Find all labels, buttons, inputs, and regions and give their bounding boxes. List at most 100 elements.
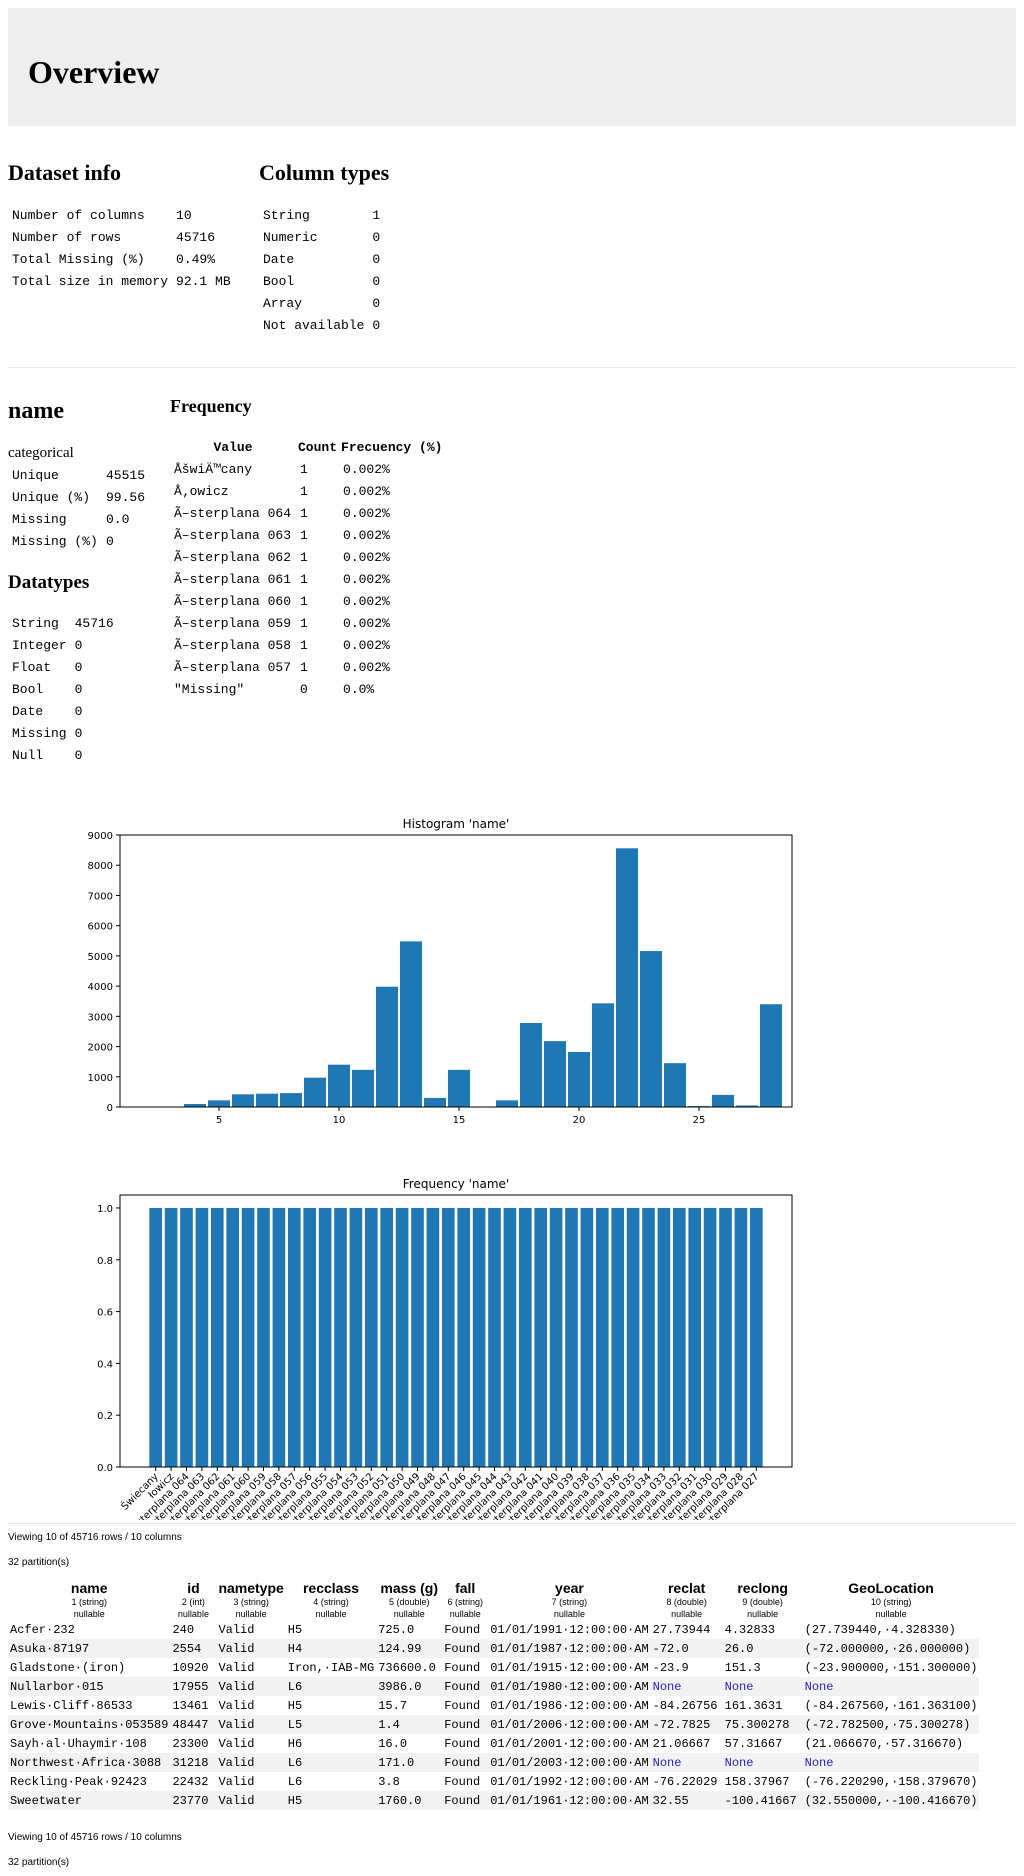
frequency-bar	[164, 1207, 178, 1467]
y-tick-label: 7000	[88, 891, 113, 902]
table-cell: 3.8	[378, 1774, 400, 1789]
table-cell: Valid	[218, 1736, 255, 1751]
histogram-bar	[447, 1069, 471, 1107]
column-header[interactable]: reclong 9 (double) nullable	[723, 1580, 803, 1620]
column-header[interactable]: recclass 4 (string) nullable	[286, 1580, 376, 1620]
table-cell: Found	[442, 1791, 489, 1810]
frequency-bar	[703, 1207, 717, 1467]
dataset-info-row: Total Missing (%) 0.49%	[12, 251, 216, 267]
table-cell: L6	[285, 1753, 377, 1772]
y-tick-label: 0.2	[97, 1411, 113, 1422]
y-tick-label: 0.0	[97, 1463, 113, 1474]
frequency-bar	[534, 1207, 548, 1467]
histogram-bar	[663, 1063, 687, 1107]
table-cell: Northwest·Africa·3088	[8, 1753, 171, 1772]
table-cell: H5	[287, 1698, 303, 1713]
table-cell: (-76.220290,·158.379670)	[804, 1774, 978, 1789]
table-cell: -76.22029	[652, 1774, 718, 1789]
column-name-title: name	[8, 398, 64, 424]
table-cell: 23770	[170, 1791, 217, 1810]
y-tick-label: 0	[107, 1103, 113, 1114]
table-cell: 01/01/2006·12:00:00·AM	[488, 1715, 651, 1734]
table-cell: 21.06667	[652, 1736, 711, 1751]
table-cell: Found	[442, 1715, 489, 1734]
column-header-nullable: nullable	[449, 1609, 481, 1619]
table-row: Sayh·al·Uhaymir·108 23300 Valid H6 16.0 Found…	[8, 1734, 979, 1753]
table-cell: Found	[444, 1774, 481, 1789]
frequency-bar	[395, 1207, 409, 1467]
x-tick-label: 25	[693, 1115, 706, 1126]
column-header-type: 6 (string)	[447, 1597, 483, 1607]
section-divider	[8, 367, 1016, 368]
column-header-nullable: nullable	[553, 1609, 585, 1619]
frequency-bar	[503, 1207, 517, 1467]
y-tick-label: 0.6	[97, 1308, 113, 1319]
frequency-bar	[672, 1207, 686, 1467]
table-cell: H4	[285, 1639, 377, 1658]
column-header-name: id	[187, 1580, 200, 1596]
frequency-bar	[719, 1207, 732, 1467]
plot-frame	[119, 1194, 793, 1468]
table-cell: Reckling·Peak·92423	[10, 1774, 147, 1789]
table-cell: Acfer·232	[10, 1622, 75, 1637]
datatypes-row: Integer 0	[12, 637, 83, 653]
table-cell: 75.300278	[722, 1715, 803, 1734]
column-header[interactable]: nametype 3 (string) nullable	[216, 1580, 285, 1620]
table-cell: 124.99	[376, 1639, 443, 1658]
table-cell: 32.55	[650, 1791, 723, 1810]
table-cell: Found	[444, 1698, 481, 1713]
dataset-info-row: Total size in memory 92.1 MB	[12, 273, 231, 289]
x-tick-label: 10	[333, 1115, 346, 1126]
histogram-bar	[567, 1051, 591, 1107]
table-cell: 3986.0	[376, 1677, 443, 1696]
column-header[interactable]: reclat 8 (double) nullable	[651, 1580, 723, 1620]
table-cell: Valid	[216, 1791, 286, 1810]
column-header[interactable]: id 2 (int) nullable	[170, 1580, 216, 1620]
data-table-header: name 1 (string) nullable id 2 (int) nullable n…	[8, 1580, 979, 1620]
table-cell: 4.32833	[724, 1622, 776, 1637]
table-cell: None	[722, 1677, 803, 1696]
column-types-row: String 1	[263, 207, 381, 223]
column-header[interactable]: name 1 (string) nullable	[8, 1580, 170, 1620]
table-cell: -84.26756	[652, 1698, 718, 1713]
histogram-bar	[375, 986, 399, 1107]
table-cell: 725.0	[378, 1622, 415, 1637]
table-cell: 171.0	[376, 1753, 443, 1772]
overview-header: Overview	[8, 8, 1016, 126]
column-header-name: nametype	[218, 1580, 284, 1596]
page-title: Overview	[28, 54, 160, 90]
table-cell: H6	[287, 1736, 303, 1751]
column-header-type: 1 (string)	[71, 1597, 107, 1607]
frequency-row: Ã–sterplana 064 1 0.002%	[174, 505, 390, 521]
table-cell: 240	[172, 1622, 195, 1637]
table-row: Reckling·Peak·92423 22432 Valid L6 3.8 Found 0…	[8, 1772, 979, 1791]
histogram-bar	[207, 1100, 231, 1107]
histogram-bar	[639, 951, 663, 1107]
table-cell: Asuka·87197	[8, 1639, 171, 1658]
table-row: Acfer·232 240 Valid H5 725.0 Found 01/01/1991·…	[8, 1620, 979, 1639]
column-header[interactable]: GeoLocation 10 (string) nullable	[803, 1580, 980, 1620]
frequency-bar	[364, 1207, 378, 1467]
table-cell: Sweetwater	[8, 1791, 171, 1810]
column-header-name: reclat	[667, 1580, 706, 1596]
frequency-bar	[272, 1207, 286, 1467]
column-kind-label: categorical	[8, 445, 74, 461]
datatypes-row: Null 0	[12, 747, 83, 763]
table-cell: 23300	[172, 1736, 209, 1751]
table-cell: Iron,·IAB-MG	[287, 1660, 375, 1675]
histogram-bar	[519, 1022, 543, 1107]
table-cell: 01/01/1991·12:00:00·AM	[490, 1622, 649, 1637]
column-header[interactable]: year 7 (string) nullable	[488, 1580, 650, 1620]
column-header[interactable]: mass (g) 5 (double) nullable	[376, 1580, 442, 1620]
column-header[interactable]: fall 6 (string) nullable	[442, 1580, 488, 1620]
histogram-bar	[423, 1097, 447, 1107]
frequency-bar	[149, 1207, 163, 1467]
datatypes-row: String 45716	[12, 615, 114, 631]
table-cell: 17955	[170, 1677, 217, 1696]
table-cell: Nullarbor·015	[8, 1677, 171, 1696]
histogram-bar	[255, 1093, 279, 1107]
table-cell: None	[650, 1677, 723, 1696]
column-header-nullable: nullable	[235, 1609, 267, 1619]
table-cell: 01/01/2001·12:00:00·AM	[490, 1736, 649, 1751]
table-cell: L6	[287, 1774, 303, 1789]
